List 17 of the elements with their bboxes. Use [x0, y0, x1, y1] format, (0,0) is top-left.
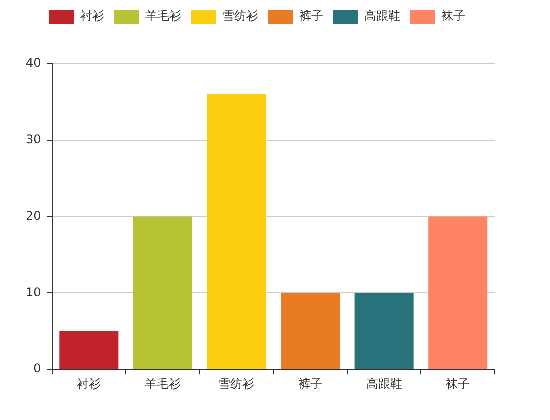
- x-tick-label: 衬衫: [77, 376, 102, 391]
- x-tick-label: 袜子: [446, 376, 470, 391]
- x-tick-label: 雪纺衫: [218, 376, 255, 391]
- y-tick-label: 40: [26, 56, 42, 70]
- y-tick-label: 0: [34, 362, 42, 376]
- y-tick-label: 30: [26, 132, 42, 147]
- legend-label: 雪纺衫: [222, 9, 258, 24]
- legend-label: 衬衫: [80, 9, 104, 24]
- legend-label: 高跟鞋: [364, 9, 400, 24]
- legend-label: 羊毛衫: [146, 9, 182, 24]
- x-tick-label: 羊毛衫: [144, 376, 181, 391]
- y-tick-label: 20: [26, 208, 42, 223]
- x-tick-label: 高跟鞋: [366, 376, 402, 391]
- y-tick-label: 10: [26, 285, 42, 300]
- legend-label: 袜子: [442, 9, 466, 24]
- x-tick-label: 裤子: [298, 376, 323, 391]
- legend-label: 裤子: [300, 9, 324, 24]
